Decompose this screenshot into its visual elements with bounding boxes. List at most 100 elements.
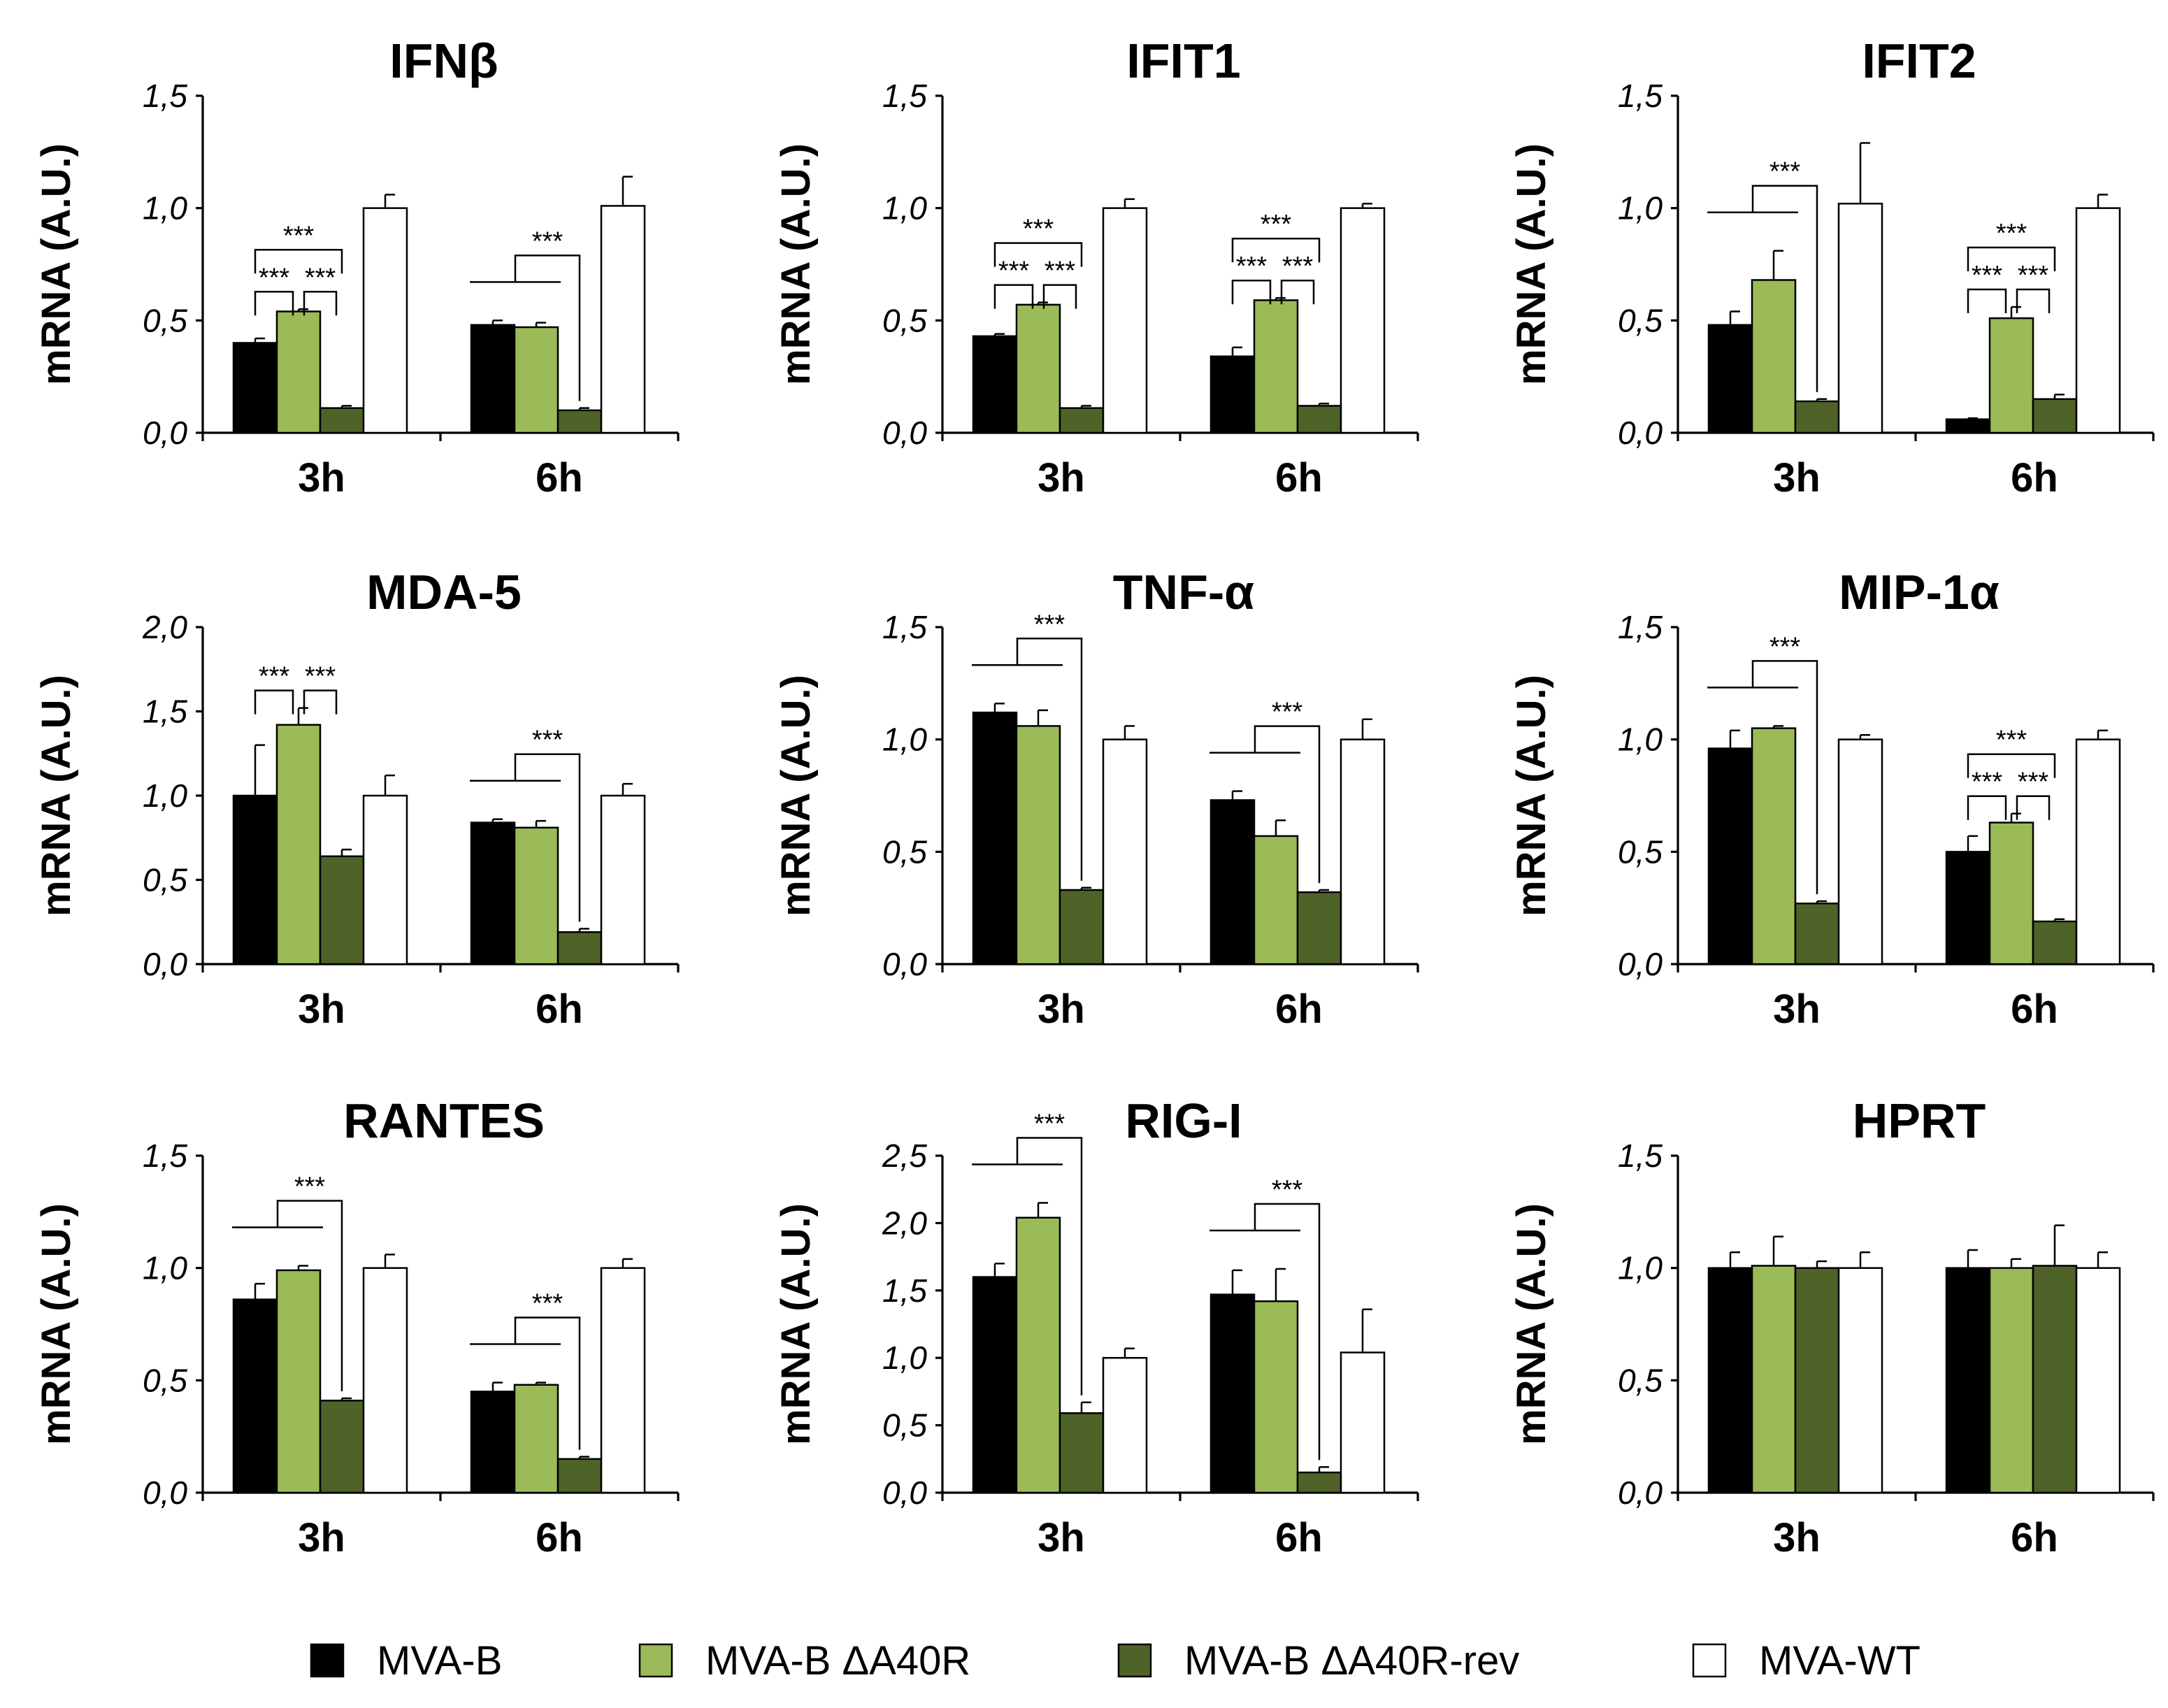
significance-label: *** [1769, 632, 1801, 661]
significance-label: *** [532, 227, 563, 256]
x-tick-label: 3h [298, 986, 345, 1032]
y-tick-label: 1,5 [143, 1138, 187, 1174]
bar-mva-b-a40r-6h [1988, 821, 2034, 966]
significance-label: *** [1034, 610, 1065, 639]
legend-swatch [638, 1643, 673, 1678]
significance-bracket [1254, 725, 1321, 883]
bar-mva-wt-3h [362, 207, 408, 434]
legend-label: MVA-WT [1759, 1638, 1921, 1684]
legend-swatch [310, 1643, 345, 1678]
significance-bracket [1280, 279, 1315, 305]
legend-item: MVA-B ΔA40R [638, 1638, 970, 1684]
y-tick-label: 2,5 [882, 1138, 927, 1174]
x-tick-label: 6h [1275, 986, 1323, 1032]
x-tick-label: 3h [298, 1515, 345, 1560]
bar-mva-wt-3h [1837, 738, 1883, 966]
panel-ifn-: IFNβ mRNA (A.U.) 0,0 0,5 1,0 1,5 3h 6h *** *** ***… [34, 34, 680, 501]
bar-mva-b-a40r-6h [1988, 1267, 2034, 1494]
bar-mva-wt-6h [600, 794, 646, 966]
significance-bracket [993, 242, 1083, 267]
bar-mva-b-3h [232, 794, 278, 966]
significance-label: *** [1272, 698, 1303, 727]
bar-mva-b-a40r-6h [1988, 317, 2034, 434]
y-axis-label: mRNA (A.U.) [34, 1203, 79, 1445]
y-tick-label: 1,0 [143, 1250, 187, 1286]
panel-title: IFIT2 [1862, 34, 1976, 88]
y-tick-label: 1,5 [1618, 78, 1663, 114]
panel-rig-i: RIG-I mRNA (A.U.) 0,0 0,5 1,0 1,5 2,0 2,5 3h 6h **… [773, 1093, 1419, 1560]
significance-label: *** [532, 1289, 563, 1319]
bar-mva-b-3h [232, 1298, 278, 1494]
bar-mva-b-a40r-rev-3h [1058, 889, 1105, 966]
significance-bracket [1967, 246, 2056, 272]
y-tick-label: 0,5 [882, 833, 927, 870]
significance-bracket [1231, 279, 1272, 305]
legend-item: MVA-B ΔA40R-rev [1117, 1638, 1519, 1684]
y-tick-label: 0,0 [143, 415, 187, 451]
bar-mva-b-a40r-rev-3h [319, 407, 365, 434]
bar-mva-b-3h [972, 1276, 1018, 1494]
y-axis-label: mRNA (A.U.) [773, 143, 819, 385]
bar-mva-b-a40r-rev-6h [2032, 920, 2078, 966]
x-tick-label: 6h [2011, 1515, 2058, 1560]
bar-mva-b-6h [1945, 851, 1991, 966]
y-tick-label: 0,0 [143, 946, 187, 982]
significance-label: *** [998, 257, 1030, 286]
bar-mva-b-a40r-rev-3h [1058, 1412, 1105, 1494]
bar-mva-wt-6h [600, 1267, 646, 1494]
y-tick-label: 0,0 [143, 1474, 187, 1511]
y-tick-label: 0,0 [882, 415, 927, 451]
panel-mip-1-: MIP-1α mRNA (A.U.) 0,0 0,5 1,0 1,5 3h 6h *** *** *… [1509, 565, 2155, 1032]
bar-mva-wt-3h [1837, 1267, 1883, 1494]
significance-bracket [303, 291, 338, 316]
y-tick-label: 1,5 [143, 78, 187, 114]
significance-bracket [1967, 753, 2056, 778]
y-tick-label: 0,5 [143, 862, 187, 898]
x-tick-label: 6h [2011, 455, 2058, 501]
significance-label: *** [2018, 261, 2049, 290]
bar-mva-b-a40r-rev-6h [2032, 1265, 2078, 1494]
x-tick-label: 6h [2011, 986, 2058, 1032]
bar-mva-wt-3h [1102, 738, 1148, 966]
significance-label: *** [259, 662, 290, 691]
y-tick-label: 0,5 [1618, 302, 1663, 338]
y-tick-label: 1,5 [1618, 609, 1663, 645]
significance-bracket [1967, 288, 2007, 314]
y-tick-label: 1,0 [882, 722, 927, 758]
bar-mva-wt-6h [2075, 738, 2121, 966]
significance-bracket [1751, 660, 1818, 895]
bar-mva-b-a40r-3h [1751, 727, 1797, 966]
significance-bracket [254, 291, 294, 316]
significance-bracket [514, 1316, 581, 1450]
panel-title: HPRT [1853, 1093, 1986, 1148]
panel-title: TNF-α [1113, 565, 1254, 619]
significance-label: *** [1034, 1109, 1065, 1138]
bar-mva-wt-3h [362, 794, 408, 966]
x-tick-label: 3h [1038, 1515, 1085, 1560]
y-axis-label: mRNA (A.U.) [34, 143, 79, 385]
significance-bracket [514, 254, 581, 401]
panel-tnf-: TNF-α mRNA (A.U.) 0,0 0,5 1,0 1,5 3h 6h *** *** [773, 565, 1419, 1032]
x-tick-label: 3h [1038, 986, 1085, 1032]
significance-bracket [1231, 237, 1321, 263]
panel-hprt: HPRT mRNA (A.U.) 0,0 0,5 1,0 1,5 3h 6h [1509, 1093, 2155, 1560]
y-tick-label: 0,5 [882, 1407, 927, 1444]
significance-bracket [1254, 1203, 1321, 1461]
bar-mva-wt-3h [362, 1267, 408, 1494]
bar-mva-b-6h [1209, 799, 1256, 966]
bar-mva-b-6h [1209, 1293, 1256, 1494]
y-tick-label: 1,0 [143, 777, 187, 814]
bar-mva-b-a40r-rev-6h [557, 931, 603, 966]
panel-title: RIG-I [1125, 1093, 1242, 1148]
y-axis-label: mRNA (A.U.) [34, 675, 79, 917]
bar-mva-wt-6h [2075, 1267, 2121, 1494]
significance-label: *** [1996, 726, 2027, 755]
bar-mva-b-a40r-rev-6h [557, 1458, 603, 1494]
y-tick-label: 1,0 [1618, 190, 1663, 227]
bar-mva-b-a40r-6h [1253, 1300, 1299, 1494]
y-tick-label: 0,5 [1618, 833, 1663, 870]
bar-mva-b-a40r-rev-3h [1794, 1267, 1840, 1494]
x-tick-label: 6h [1275, 455, 1323, 501]
significance-bracket [276, 1200, 343, 1392]
bar-mva-b-a40r-3h [1015, 725, 1061, 966]
